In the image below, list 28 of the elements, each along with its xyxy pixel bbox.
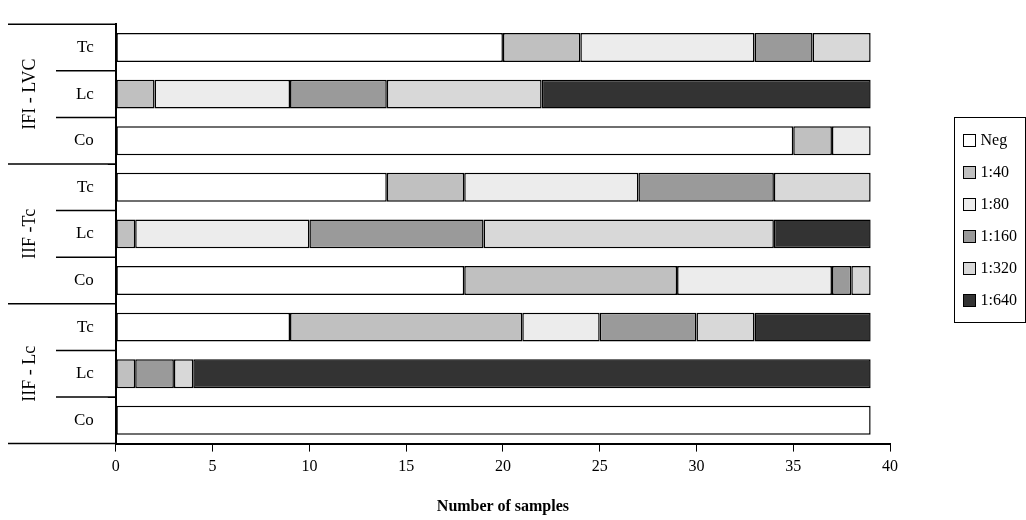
legend-label: 1:40 [980,163,1009,181]
x-tick-label: 20 [494,457,511,475]
y-tick-label: Lc [75,363,95,383]
text: IIF -Tc [18,208,39,260]
x-tick-label: 40 [882,457,898,475]
x-tick-label: 10 [301,457,318,475]
x-tick-label: 35 [785,457,802,475]
x-tick-label: 5 [208,457,217,475]
legend-label: 1:80 [980,195,1009,213]
y-tick-label: Tc [77,176,95,196]
y-tick-label: Co [74,409,94,429]
legend-label: 1:640 [980,291,1017,309]
y-tick-label: Co [74,269,94,289]
text: IFI - LVC [18,58,39,130]
y-tick-label: Co [74,130,94,150]
legend-label: 1:160 [980,227,1017,245]
y-tick-label: Lc [75,223,95,243]
legend-label: 1:320 [980,259,1017,277]
text: IIF - Lc [18,345,39,402]
x-tick-label: 25 [591,457,608,475]
x-tick-label: 0 [111,457,120,475]
x-tick-label: 30 [688,457,705,475]
y-tick-label: Lc [75,83,95,103]
y-tick-label: Tc [77,36,95,56]
x-tick-label: 15 [398,457,415,475]
y-tick-label: Tc [77,316,95,336]
text: Neg [980,131,1008,149]
x-axis-title: Number of samples [436,496,569,515]
